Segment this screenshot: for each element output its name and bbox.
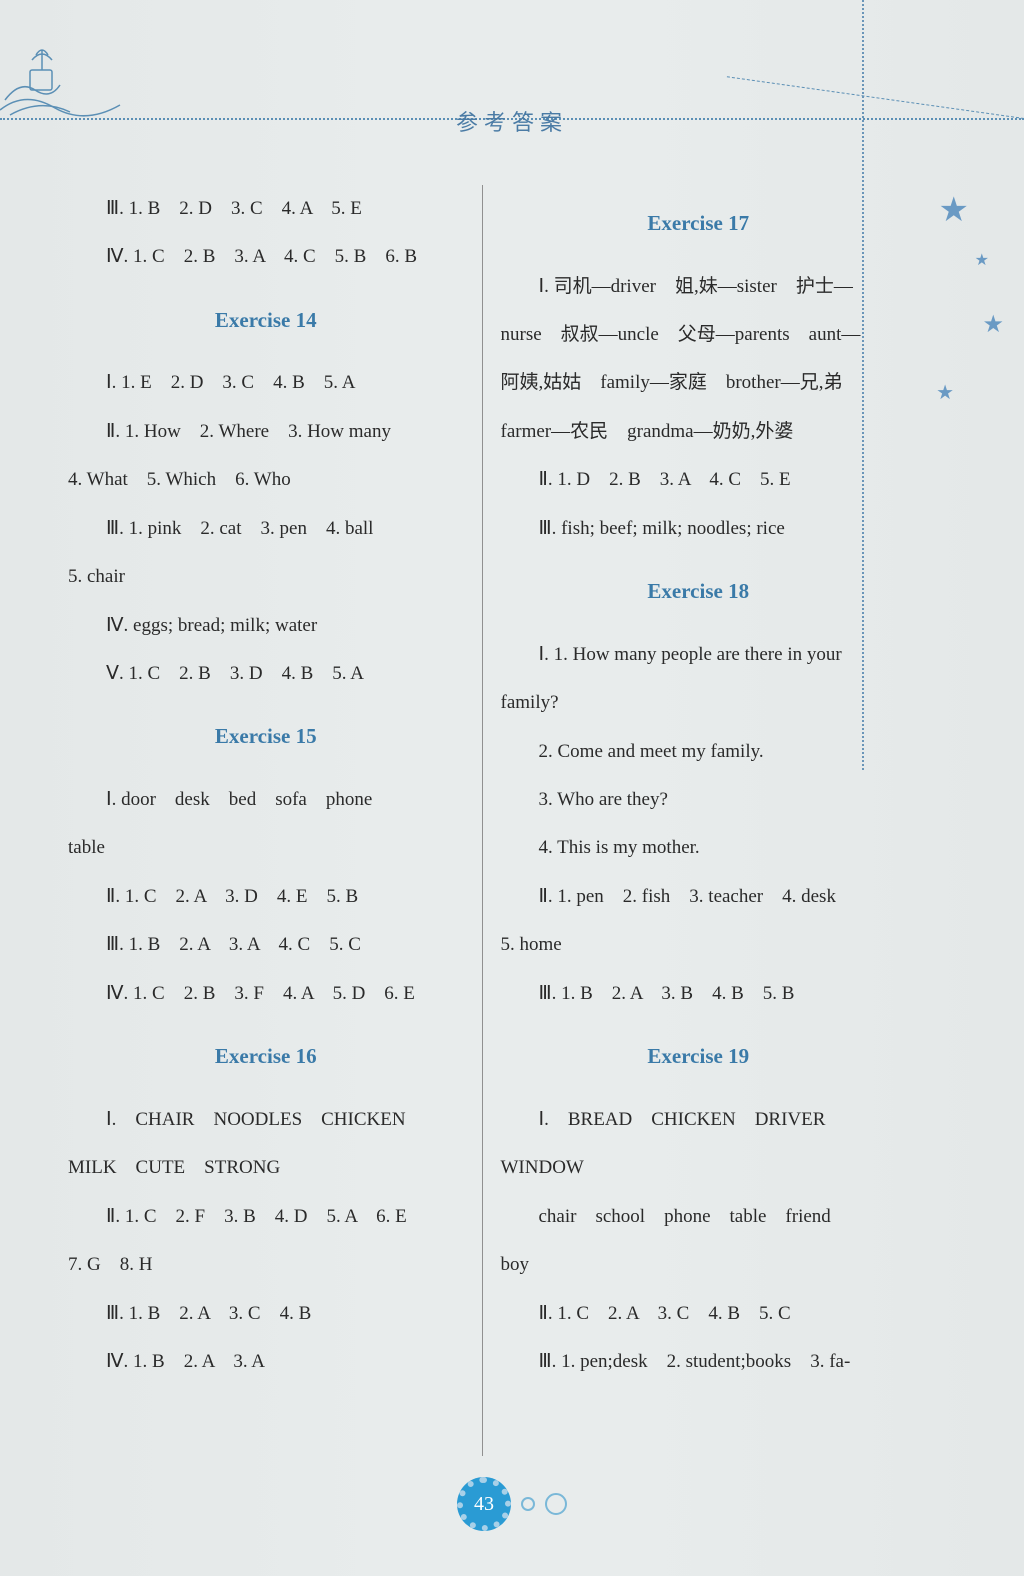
answer-line: 5. chair [68,553,464,601]
star-icon: ★ [982,310,1004,339]
page-number-area: 43 [457,1477,567,1531]
answer-line: WINDOW [501,1144,897,1192]
answer-line: Ⅳ. eggs; bread; milk; water [68,602,464,650]
page-title: 参考答案 [0,105,1024,137]
answer-line: Ⅱ. 1. pen 2. fish 3. teacher 4. desk [501,873,897,921]
answer-line: Ⅰ. 1. E 2. D 3. C 4. B 5. A [68,359,464,407]
page-root: 参考答案 ★ ★ ★ ★ Ⅲ. 1. B 2. D 3. C 4. A 5. E… [0,0,1024,1576]
answer-line: MILK CUTE STRONG [68,1144,464,1192]
page-number: 43 [457,1477,511,1531]
answer-line: Ⅰ. 1. How many people are there in your [501,631,897,679]
answer-line: Ⅲ. 1. B 2. A 3. B 4. B 5. B [501,970,897,1018]
answer-line: family? [501,679,897,727]
answer-line: Ⅰ. CHAIR NOODLES CHICKEN [68,1096,464,1144]
answer-line: Ⅱ. 1. C 2. A 3. D 4. E 5. B [68,873,464,921]
answer-line: Ⅲ. 1. B 2. A 3. A 4. C 5. C [68,921,464,969]
answer-line: Ⅱ. 1. C 2. F 3. B 4. D 5. A 6. E [68,1193,464,1241]
answer-line: boy [501,1241,897,1289]
answer-line: Ⅴ. 1. C 2. B 3. D 4. B 5. A [68,650,464,698]
exercise-title: Exercise 16 [68,1030,464,1084]
left-column: Ⅲ. 1. B 2. D 3. C 4. A 5. E Ⅳ. 1. C 2. B… [50,185,483,1456]
answer-line: 3. Who are they? [501,776,897,824]
answer-line: table [68,824,464,872]
star-icon: ★ [975,250,989,270]
answer-line: 4. What 5. Which 6. Who [68,456,464,504]
answer-line: farmer—农民 grandma—奶奶,外婆 [501,408,897,456]
exercise-title: Exercise 14 [68,294,464,348]
circle-icon [545,1493,567,1515]
answer-line: Ⅰ. BREAD CHICKEN DRIVER [501,1096,897,1144]
answer-line: nurse 叔叔—uncle 父母—parents aunt— [501,311,897,359]
answer-line: Ⅳ. 1. C 2. B 3. F 4. A 5. D 6. E [68,970,464,1018]
circle-icon [521,1497,535,1511]
header-area: 参考答案 [0,0,1024,140]
answer-line: Ⅱ. 1. C 2. A 3. C 4. B 5. C [501,1290,897,1338]
answer-line: 2. Come and meet my family. [501,728,897,776]
answer-line: Ⅱ. 1. D 2. B 3. A 4. C 5. E [501,456,897,504]
answer-line: Ⅰ. 司机—driver 姐,妹—sister 护士— [501,263,897,311]
answer-line: Ⅰ. door desk bed sofa phone [68,776,464,824]
answer-line: 7. G 8. H [68,1241,464,1289]
answer-line: Ⅲ. 1. pink 2. cat 3. pen 4. ball [68,505,464,553]
answer-line: Ⅲ. 1. B 2. A 3. C 4. B [68,1290,464,1338]
right-column: Exercise 17 Ⅰ. 司机—driver 姐,妹—sister 护士— … [483,185,915,1456]
answer-line: Ⅲ. 1. pen;desk 2. student;books 3. fa- [501,1338,897,1386]
answer-line: Ⅳ. 1. C 2. B 3. A 4. C 5. B 6. B [68,233,464,281]
answer-line: chair school phone table friend [501,1193,897,1241]
answer-line: 5. home [501,921,897,969]
answer-line: Ⅳ. 1. B 2. A 3. A [68,1338,464,1386]
exercise-title: Exercise 17 [501,197,897,251]
star-icon: ★ [939,190,969,230]
exercise-title: Exercise 19 [501,1030,897,1084]
exercise-title: Exercise 18 [501,565,897,619]
answer-line: 4. This is my mother. [501,824,897,872]
content-area: Ⅲ. 1. B 2. D 3. C 4. A 5. E Ⅳ. 1. C 2. B… [50,185,914,1456]
answer-line: Ⅲ. fish; beef; milk; noodles; rice [501,505,897,553]
exercise-title: Exercise 15 [68,710,464,764]
answer-line: 阿姨,姑姑 family—家庭 brother—兄,弟 [501,359,897,407]
answer-line: Ⅲ. 1. B 2. D 3. C 4. A 5. E [68,185,464,233]
star-icon: ★ [936,380,954,405]
answer-line: Ⅱ. 1. How 2. Where 3. How many [68,408,464,456]
